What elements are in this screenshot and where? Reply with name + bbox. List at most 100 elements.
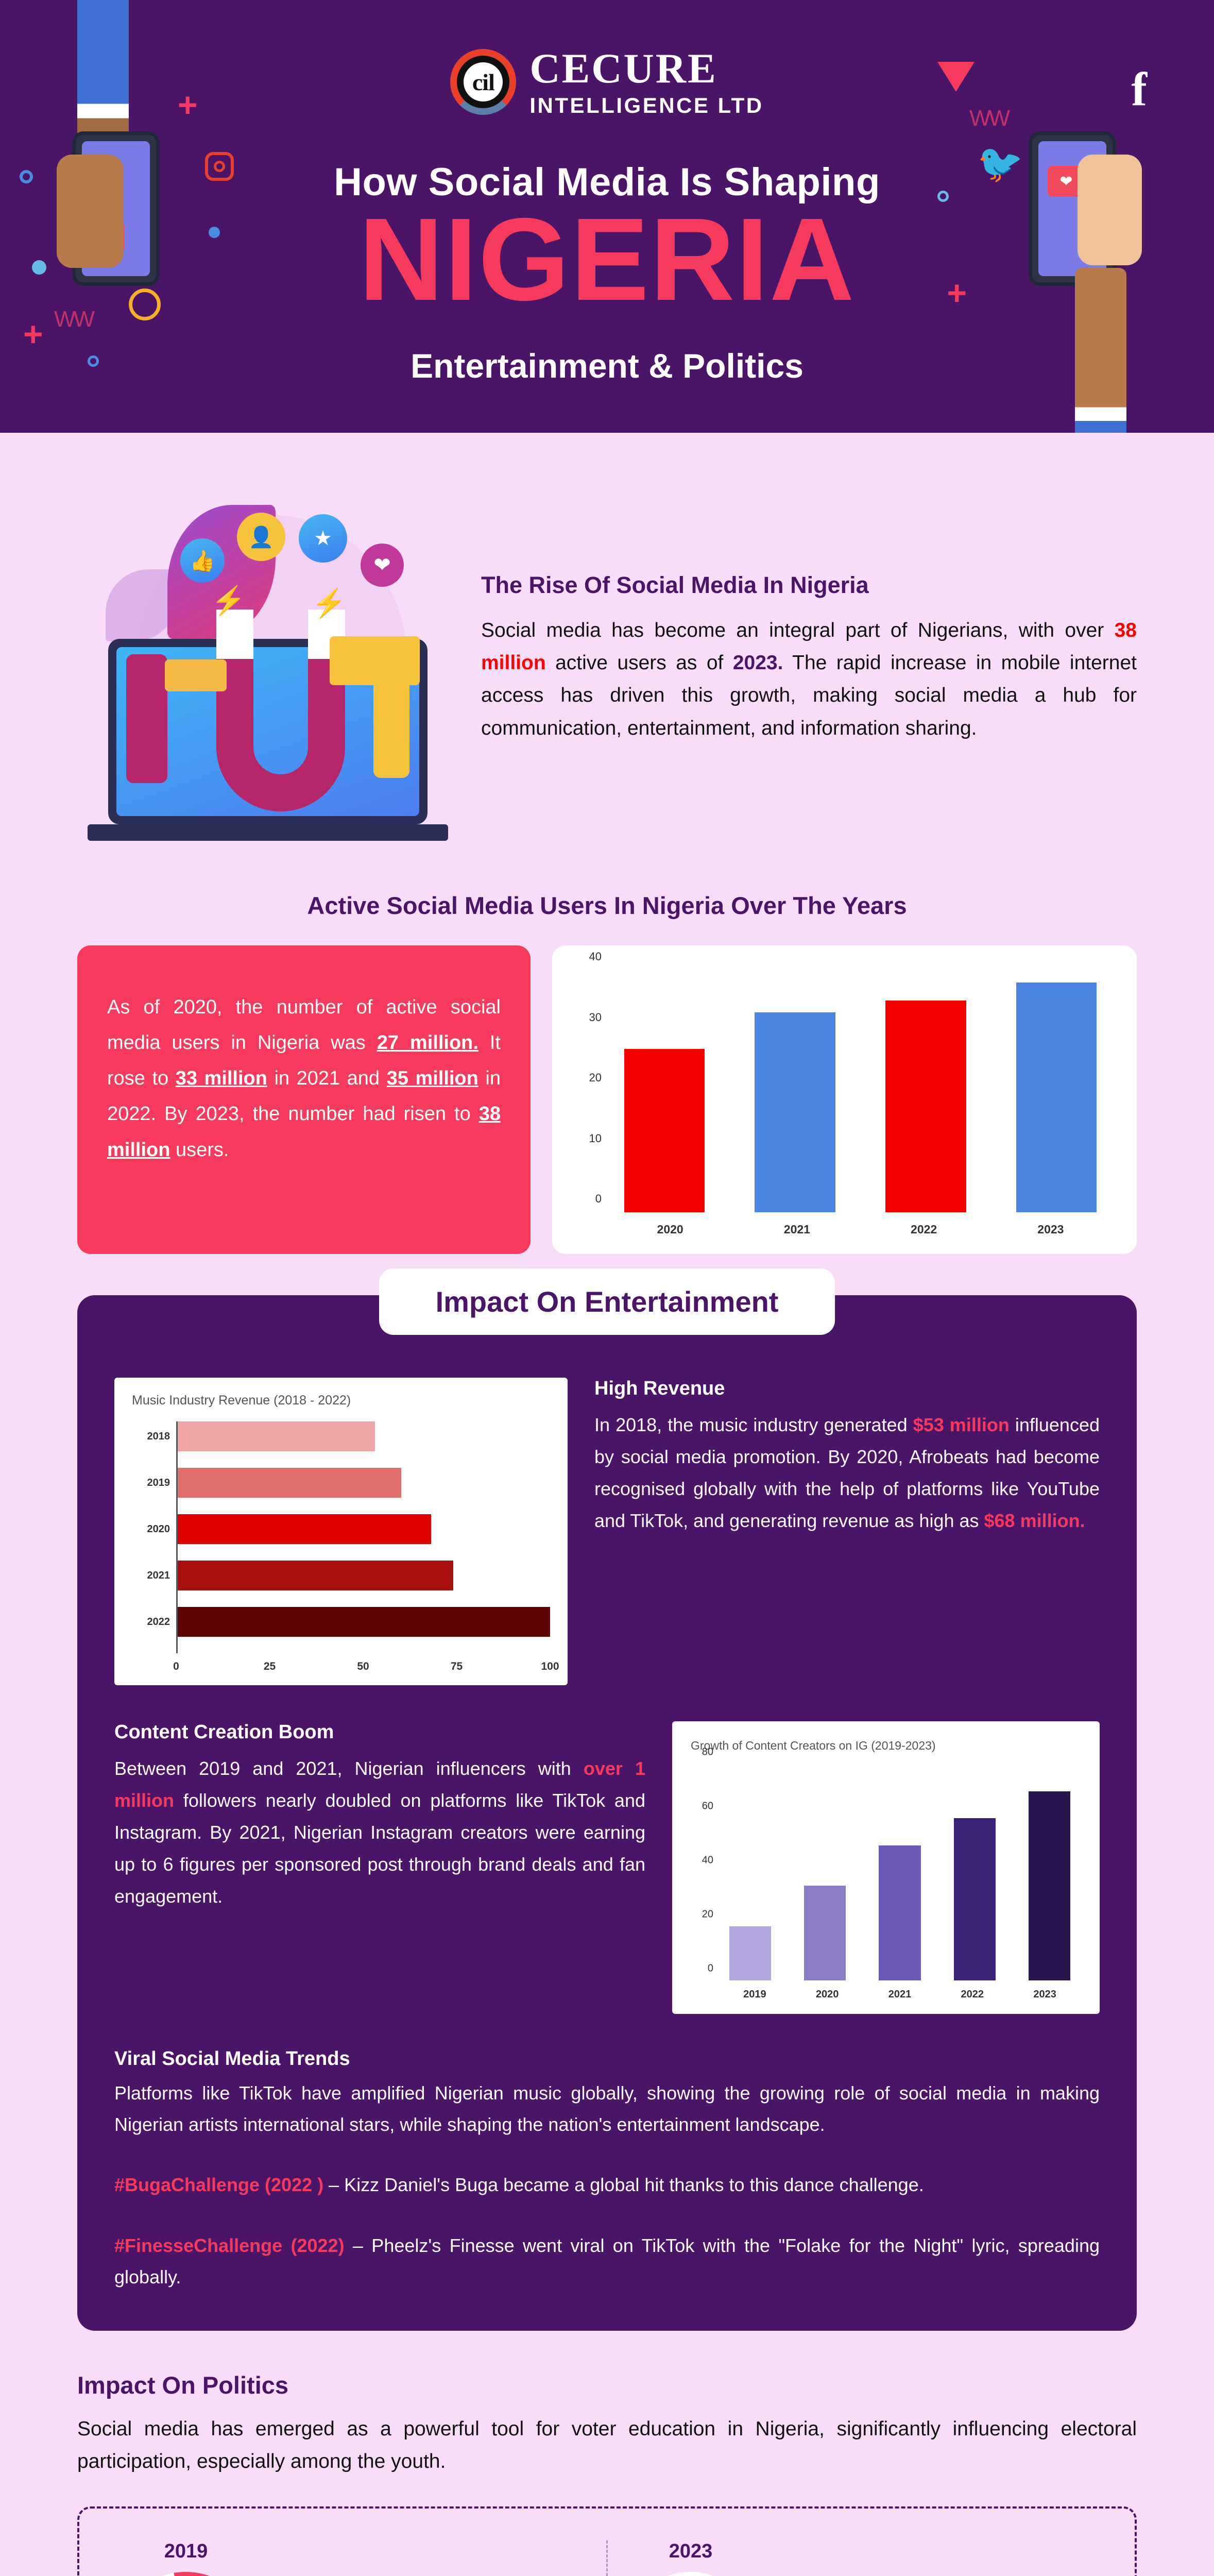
challenge-hashtag: #BugaChallenge (2022 ) <box>114 2174 324 2196</box>
au-text-5: users. <box>170 1139 229 1161</box>
bar-row <box>178 1561 550 1590</box>
y-tick: 80 <box>702 1746 713 1758</box>
high-revenue-text: High Revenue In 2018, the music industry… <box>594 1378 1100 1537</box>
donut-panel: 2019 63%young voters were influenced by s… <box>103 2540 606 2576</box>
header-subtitle: Entertainment & Politics <box>411 347 803 385</box>
person-left-illustration <box>126 654 167 783</box>
donut-percent: 63% <box>275 2575 593 2576</box>
bar <box>178 1561 454 1590</box>
high-revenue-paragraph: In 2018, the music industry generated $5… <box>594 1409 1100 1537</box>
x-tick: 75 <box>450 1660 463 1672</box>
cil-logo-icon: cil <box>450 49 517 115</box>
plus-decor-2: + <box>23 315 43 353</box>
magnet-illustration <box>216 609 345 811</box>
bar <box>1028 1791 1071 1980</box>
x-label: 2022 <box>961 1989 984 2000</box>
bar-row <box>178 1607 550 1637</box>
left-hand-illustration <box>57 155 124 268</box>
hr-text-1: In 2018, the music industry generated <box>594 1414 913 1435</box>
plus-decor-3: + <box>947 274 967 312</box>
x-label: 2021 <box>783 1223 810 1236</box>
politics-heading: Impact On Politics <box>77 2371 289 2399</box>
high-revenue-heading: High Revenue <box>594 1378 725 1399</box>
donut-info: 63%young voters were influenced by socia… <box>275 2575 593 2576</box>
y-tick: 0 <box>595 1192 602 1205</box>
y-tick: 20 <box>589 1071 602 1084</box>
bar-column <box>738 970 853 1212</box>
bar <box>178 1421 375 1451</box>
heart-icon: ❤ <box>361 544 404 587</box>
x-tick: 25 <box>263 1660 276 1672</box>
challenge-hashtag: #FinesseChallenge (2022) <box>114 2234 345 2256</box>
y-tick: 40 <box>702 1854 713 1866</box>
bar-column <box>793 1764 857 1980</box>
star-icon: ★ <box>299 514 347 563</box>
section-active-users: Active Social Media Users In Nigeria Ove… <box>0 855 1214 1254</box>
donut-column: 2019 <box>116 2540 255 2576</box>
challenge-text: – Pheelz's Finesse went viral on TikTok … <box>114 2234 1100 2287</box>
donut-info: 45%increase in first-time voters among t… <box>780 2575 1098 2576</box>
logo-mark-text: cil <box>464 62 503 101</box>
active-users-chart: 0 10 20 30 40 2020 2021 2022 2023 <box>552 945 1137 1254</box>
au-35m: 35 million <box>386 1067 478 1090</box>
y-label: 2018 <box>147 1430 170 1442</box>
instagram-icon <box>205 152 234 181</box>
donut-panel: 2023 45%increase in first-time voters amo… <box>606 2540 1111 2576</box>
bar-row <box>178 1514 550 1544</box>
y-tick: 0 <box>707 1962 713 1974</box>
donut-chart <box>621 2572 760 2576</box>
whatsapp-icon <box>129 289 161 320</box>
content-boom-paragraph: Between 2019 and 2021, Nigerian influenc… <box>114 1753 645 1912</box>
bar-column <box>868 1764 931 1980</box>
zigzag-decor-2: WW <box>54 307 95 332</box>
bar-row <box>178 1421 550 1451</box>
bar-column <box>999 970 1114 1212</box>
donut-chart <box>116 2572 255 2576</box>
dot-decor <box>209 227 220 238</box>
ig-chart-bars <box>719 1764 1081 1980</box>
bar-column <box>607 970 722 1212</box>
bar <box>804 1886 846 1980</box>
challenge-item: #FinesseChallenge (2022) – Pheelz's Fine… <box>114 2230 1100 2293</box>
y-label: 2019 <box>147 1477 170 1488</box>
music-chart-title: Music Industry Revenue (2018 - 2022) <box>132 1393 351 1408</box>
politics-donut-box: 2019 63%young voters were influenced by s… <box>77 2506 1137 2576</box>
au-text-2: It rose to <box>107 1032 501 1090</box>
cb-text-1: Between 2019 and 2021, Nigerian influenc… <box>114 1758 584 1779</box>
rise-highlight-38m: 38 million <box>481 619 1137 674</box>
music-chart-x-ticks: 0 25 50 75 100 <box>173 1653 559 1674</box>
active-users-x-labels: 2020 2021 2022 2023 <box>607 1212 1114 1236</box>
social-engagement-illustration: 👍 👤 ★ ❤ ⚡ ⚡ <box>77 484 458 855</box>
rise-body-2: active users as of <box>545 652 733 674</box>
rise-heading: The Rise Of Social Media In Nigeria <box>481 572 869 598</box>
au-text-3: in 2021 and <box>267 1067 387 1090</box>
brand-name: CECURE <box>529 45 717 92</box>
viral-heading: Viral Social Media Trends <box>114 2048 350 2070</box>
bar <box>755 1012 835 1212</box>
viral-paragraph: Platforms like TikTok have amplified Nig… <box>114 2082 1100 2136</box>
megaphone-icon <box>165 659 227 691</box>
bar-column <box>719 1764 782 1980</box>
y-tick: 40 <box>589 950 602 963</box>
hr-text-2: influenced by social media promotion. By… <box>594 1414 1100 1531</box>
donut-percent: 45% <box>780 2575 1098 2576</box>
au-text-4: in 2022. By 2023, the number had risen t… <box>107 1067 501 1125</box>
ig-chart-y-axis: 0 20 40 60 80 <box>691 1747 719 1980</box>
left-arm-illustration <box>77 0 129 144</box>
ig-chart-title: Growth of Content Creators on IG (2019-2… <box>691 1739 936 1752</box>
section-impact-entertainment: Impact On Entertainment Music Industry R… <box>0 1254 1214 2331</box>
bar <box>885 1000 966 1212</box>
header-country-title: NIGERIA <box>358 194 856 325</box>
y-tick: 30 <box>589 1010 602 1024</box>
ig-chart-x-labels: 2019 2020 2021 2022 2023 <box>719 1980 1081 2001</box>
right-arm-illustration <box>1075 268 1126 433</box>
hr-53m: $53 million <box>913 1414 1010 1435</box>
x-label: 2023 <box>1037 1223 1064 1236</box>
circle-decor-3 <box>937 191 949 202</box>
au-text-1: As of 2020, the number of active social … <box>107 996 501 1054</box>
x-label: 2023 <box>1033 1989 1056 2000</box>
y-tick: 20 <box>702 1908 713 1920</box>
y-tick: 10 <box>589 1131 602 1145</box>
header-banner: ❤ ❤ f 🐦 WW WW + + + cil <box>0 0 1214 433</box>
